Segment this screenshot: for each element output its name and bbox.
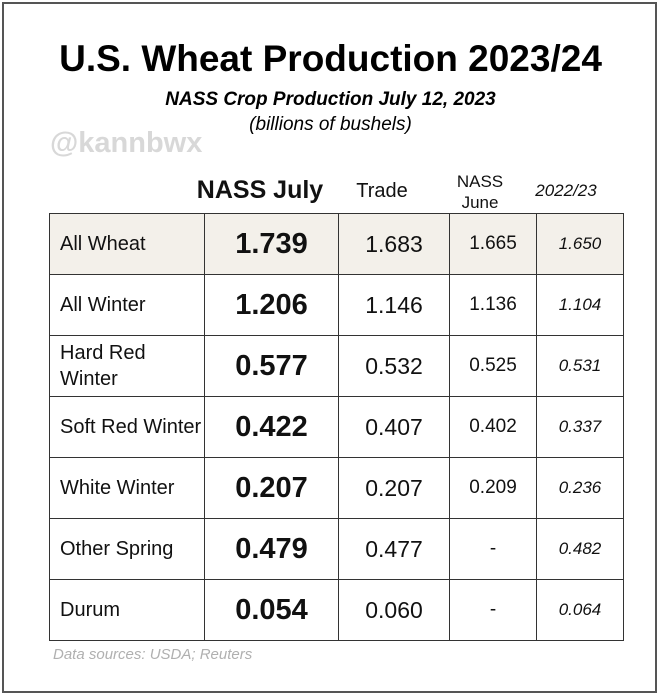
production-table: All Wheat 1.739 1.683 1.665 1.650 All Wi… <box>49 213 624 641</box>
nass-june-value: 0.402 <box>449 396 537 458</box>
prior-year-value: 1.650 <box>536 213 624 275</box>
nass-july-value: 0.479 <box>204 518 339 580</box>
row-label: White Winter <box>49 457 205 519</box>
prior-year-value: 0.064 <box>536 579 624 641</box>
prior-year-value: 0.482 <box>536 518 624 580</box>
nass-june-value: 0.209 <box>449 457 537 519</box>
header-2022-23: 2022/23 <box>535 181 597 200</box>
trade-value: 0.207 <box>338 457 450 519</box>
source-note: Data sources: USDA; Reuters <box>53 646 253 663</box>
prior-year-value: 1.104 <box>536 274 624 336</box>
table-row: Durum 0.054 0.060 - 0.064 <box>49 579 624 641</box>
trade-value: 0.532 <box>338 335 450 397</box>
row-label: All Winter <box>49 274 205 336</box>
trade-value: 1.683 <box>338 213 450 275</box>
header-nass-july: NASS July <box>196 176 324 204</box>
table-row: Other Spring 0.479 0.477 - 0.482 <box>49 518 624 580</box>
row-label: Durum <box>49 579 205 641</box>
watermark: @kannbwx <box>50 127 203 159</box>
header-nass-june: NASS June <box>456 172 504 212</box>
row-label: All Wheat <box>49 213 205 275</box>
row-label: Hard Red Winter <box>49 335 205 397</box>
trade-value: 0.060 <box>338 579 450 641</box>
header-trade: Trade <box>356 180 408 202</box>
nass-june-value: - <box>449 518 537 580</box>
trade-value: 1.146 <box>338 274 450 336</box>
table-row: All Wheat 1.739 1.683 1.665 1.650 <box>49 213 624 275</box>
nass-june-value: - <box>449 579 537 641</box>
row-label: Other Spring <box>49 518 205 580</box>
row-label: Soft Red Winter <box>49 396 205 458</box>
table-row: Hard Red Winter 0.577 0.532 0.525 0.531 <box>49 335 624 397</box>
nass-july-value: 1.739 <box>204 213 339 275</box>
nass-july-value: 0.207 <box>204 457 339 519</box>
nass-july-value: 0.422 <box>204 396 339 458</box>
nass-july-value: 0.054 <box>204 579 339 641</box>
nass-june-value: 0.525 <box>449 335 537 397</box>
chart-title: U.S. Wheat Production 2023/24 <box>59 38 602 79</box>
table-row: White Winter 0.207 0.207 0.209 0.236 <box>49 457 624 519</box>
prior-year-value: 0.236 <box>536 457 624 519</box>
nass-july-value: 0.577 <box>204 335 339 397</box>
trade-value: 0.477 <box>338 518 450 580</box>
table-row: Soft Red Winter 0.422 0.407 0.402 0.337 <box>49 396 624 458</box>
prior-year-value: 0.531 <box>536 335 624 397</box>
prior-year-value: 0.337 <box>536 396 624 458</box>
chart-subtitle: NASS Crop Production July 12, 2023 <box>165 89 496 110</box>
nass-june-value: 1.665 <box>449 213 537 275</box>
nass-june-value: 1.136 <box>449 274 537 336</box>
table-row: All Winter 1.206 1.146 1.136 1.104 <box>49 274 624 336</box>
nass-july-value: 1.206 <box>204 274 339 336</box>
units-label: (billions of bushels) <box>249 114 412 135</box>
trade-value: 0.407 <box>338 396 450 458</box>
